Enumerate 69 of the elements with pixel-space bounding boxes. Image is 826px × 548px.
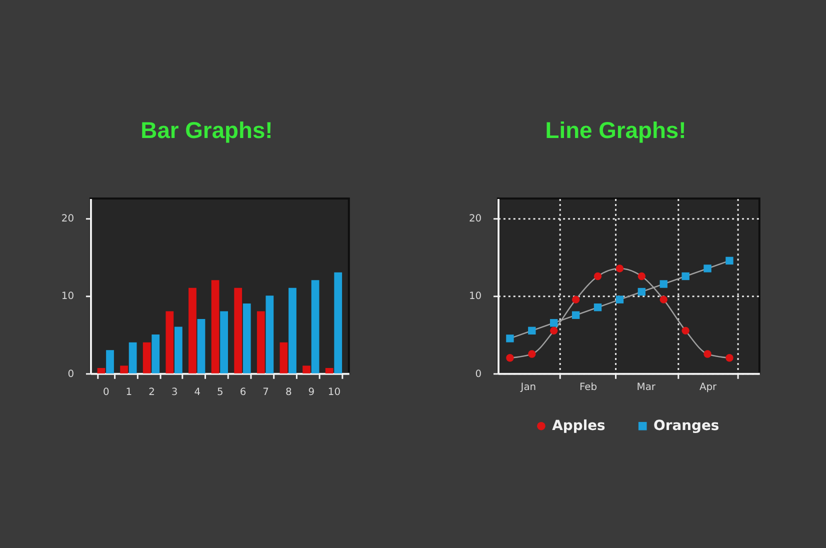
bar [120,366,128,374]
point [638,288,646,296]
bar [188,288,196,374]
bar [142,342,151,374]
bar [197,319,206,374]
legend-label: Apples [552,418,606,434]
legend-label: Oranges [654,418,720,434]
bar [288,288,296,374]
bar [166,311,174,374]
point [660,280,668,288]
point [528,350,536,358]
y-tick-label: 0 [475,368,482,380]
bar [174,326,182,374]
x-tick-label: Mar [636,382,656,393]
point [726,256,734,265]
bar [128,342,137,374]
bar [280,342,288,374]
chart-title: Bar Graphs! [140,116,273,143]
bar [234,288,242,374]
x-tick-label: Jan [520,382,536,393]
point [594,272,602,280]
y-tick-label: 20 [61,213,74,224]
x-tick-label: 10 [328,386,341,398]
x-tick-label: Feb [579,382,598,393]
bar [220,311,228,374]
x-tick-label: 3 [171,386,178,398]
point [660,296,668,304]
point [572,311,580,319]
point [616,264,624,272]
point [550,326,558,335]
x-tick-label: 4 [194,386,201,398]
bar [266,296,274,374]
x-tick-label: 9 [308,386,315,398]
point [572,296,580,304]
bar [106,350,114,374]
x-tick-label: 7 [262,386,269,398]
bar [152,334,160,374]
x-tick-label: 8 [285,386,292,398]
point [594,303,602,312]
x-tick-label: 1 [126,386,132,398]
bar [325,368,334,374]
y-tick-label: 10 [61,291,74,302]
chart-title: Line Graphs! [545,116,686,143]
point [638,272,646,280]
point [726,354,734,362]
point [704,350,712,358]
point [550,319,558,327]
point [682,326,690,335]
x-tick-label: Apr [699,382,718,393]
y-tick-label: 10 [468,291,482,302]
bar [334,272,342,374]
point [506,354,514,362]
bar [97,368,106,374]
point [682,272,690,280]
bar [302,366,310,374]
bar [311,280,320,374]
point [704,264,712,272]
x-tick-label: 0 [102,386,110,398]
point [616,296,624,304]
x-tick-label: 2 [148,386,155,398]
bar [242,303,251,374]
x-tick-label: 6 [240,386,246,398]
x-tick-label: 5 [217,386,224,398]
y-tick-label: 20 [468,213,482,224]
point [528,326,536,335]
y-tick-label: 0 [68,368,74,380]
bar [256,311,265,374]
point [506,334,514,342]
bar [211,280,220,374]
